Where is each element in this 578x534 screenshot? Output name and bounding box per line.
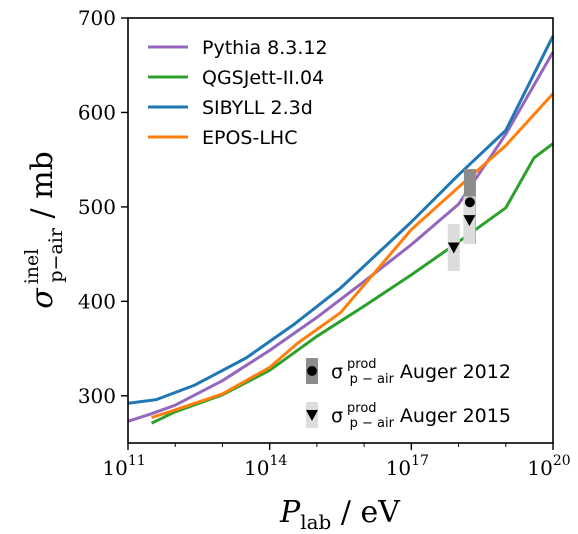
series-line-epos-lhc [151, 92, 555, 419]
y-tick-label: 400 [78, 289, 116, 313]
y-tick-label: 700 [78, 6, 116, 30]
x-axis-label-unit: / eV [331, 495, 401, 530]
y-axis-label-unit: / mb [25, 151, 60, 228]
plot-frame [127, 17, 554, 444]
measurement-legend: σ prod p − air Auger 2012 σ prod p − air Auger … [306, 357, 511, 431]
x-axis-label-main: P [279, 495, 301, 530]
series-line-sibyll-2-3d [127, 35, 555, 405]
x-axis-label: Plab / eV [279, 495, 401, 534]
axis-ticks: 1011 1014 1017 1020 300 400 500 600 700 [78, 6, 571, 480]
legend: Pythia 8.3.12 QGSJett-II.04 SIBYLL 2.3d EPO… [148, 37, 328, 149]
legend-marker-auger-2015 [306, 410, 318, 421]
auger-measurements [447, 169, 476, 272]
legend-label-sibyll-2-3d: SIBYLL 2.3d [202, 97, 313, 119]
legend-label-pythia-8-3-12: Pythia 8.3.12 [202, 37, 328, 59]
x-tick-label: 1014 [244, 453, 287, 480]
legend-label-qgsjett-ii-04: QGSJett-II.04 [202, 67, 324, 89]
data-point-auger-2015 [463, 215, 476, 227]
legend-label-auger-2012: σ prod p − air Auger 2012 [331, 357, 511, 387]
data-point-auger-2012 [464, 197, 475, 208]
y-tick-label: 300 [78, 384, 116, 408]
x-tick-label: 1011 [102, 453, 145, 480]
y-axis-label-sup: inel [21, 249, 43, 285]
x-tick-label: 1020 [527, 453, 570, 480]
y-axis-label-sub: p−air [45, 227, 67, 282]
data-point-auger-2015 [447, 242, 460, 254]
y-axis-label: σinel p−air / mb [21, 151, 67, 309]
y-tick-label: 500 [78, 195, 116, 219]
y-axis-label-main: σ [25, 287, 60, 309]
x-axis-label-sub: lab [300, 510, 331, 534]
legend-label-auger-2015: σ prod p − air Auger 2015 [331, 401, 511, 431]
legend-label-epos-lhc: EPOS-LHC [202, 127, 297, 149]
x-tick-label: 1017 [386, 453, 429, 480]
legend-marker-auger-2012 [307, 366, 317, 376]
y-tick-label: 600 [78, 100, 116, 124]
